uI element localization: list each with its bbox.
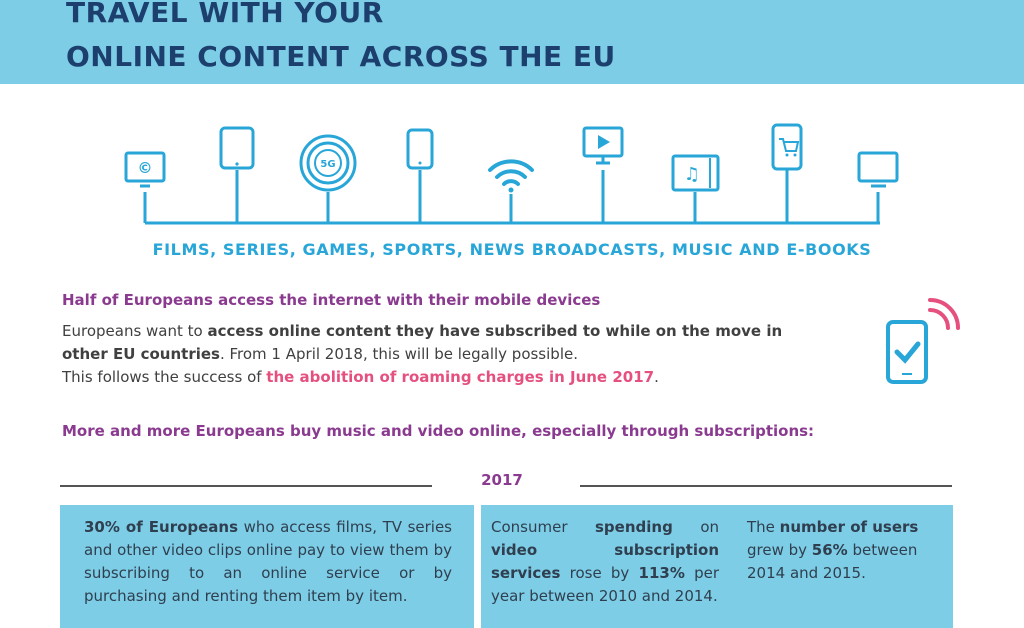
online-heading: More and more Europeans buy music and vi… (62, 422, 815, 440)
mobile-heading: Half of Europeans access the internet wi… (62, 291, 601, 309)
stat-spending-post: per year between 2010 and 2014. (491, 564, 720, 605)
stat-users: The number of users grew by 56% between … (747, 516, 943, 585)
tablet-icon (219, 126, 255, 170)
stat-video-payers-text: who access films, TV series and other vi… (84, 518, 452, 605)
stat-box-left (60, 505, 474, 628)
content-types-label: FILMS, SERIES, GAMES, SPORTS, NEWS BROAD… (152, 240, 872, 259)
wifi-icon (488, 159, 534, 193)
stat-spending: Consumer spending on video subscription … (491, 516, 719, 608)
stat-users-mid: grew by (747, 541, 812, 559)
p2-post: . (654, 368, 659, 386)
device-icons-row: © 5G ♫ (124, 123, 899, 225)
page-title-line-2: ONLINE CONTENT ACROSS THE EU (66, 40, 616, 73)
stat-spending-mid2: rose by (560, 564, 639, 582)
page-title-line-1: TRAVEL WITH YOUR (66, 0, 384, 29)
stat-users-post: between 2014 and 2015. (747, 541, 918, 582)
svg-text:©: © (138, 159, 153, 177)
tv-copyright-icon: © (124, 151, 166, 188)
stat-users-bold2: 56% (811, 541, 848, 559)
stat-spending-bold2: video subscription services (491, 541, 719, 582)
stat-box-right (481, 505, 953, 628)
roaming-highlight: the abolition of roaming charges in June… (266, 368, 655, 386)
music-tablet-icon: ♫ (671, 154, 720, 192)
mobile-check-icon (886, 298, 960, 384)
stat-spending-bold1: spending (595, 518, 673, 536)
year-label: 2017 (481, 471, 523, 489)
p1-post: . From 1 April 2018, this will be legall… (219, 345, 578, 363)
divider-right (580, 485, 952, 487)
tv-icon (857, 151, 899, 188)
stat-spending-bold3: 113% (638, 564, 685, 582)
svg-text:5G: 5G (320, 159, 335, 170)
stat-spending-pre: Consumer (491, 518, 595, 536)
p1-pre: Europeans want to (62, 322, 208, 340)
svg-text:♫: ♫ (684, 164, 700, 185)
stat-video-payers: 30% of Europeans who access films, TV se… (84, 516, 452, 608)
connector-lines (143, 170, 880, 225)
stat-users-pre: The (747, 518, 780, 536)
shopping-phone-icon (771, 123, 803, 171)
divider-left (60, 485, 432, 487)
5g-signal-icon: 5G (299, 134, 357, 192)
stat-spending-mid: on (672, 518, 719, 536)
video-monitor-icon (582, 126, 624, 165)
stat-users-bold1: number of users (779, 518, 919, 536)
mobile-paragraph: Europeans want to access online content … (62, 320, 822, 389)
p1-bold: access online content they have subscrib… (62, 322, 783, 363)
smartphone-icon (406, 128, 434, 170)
p2-pre: This follows the success of (62, 368, 267, 386)
header-banner: TRAVEL WITH YOUR ONLINE CONTENT ACROSS T… (0, 0, 1024, 84)
stat-video-payers-bold: 30% of Europeans (84, 518, 239, 536)
